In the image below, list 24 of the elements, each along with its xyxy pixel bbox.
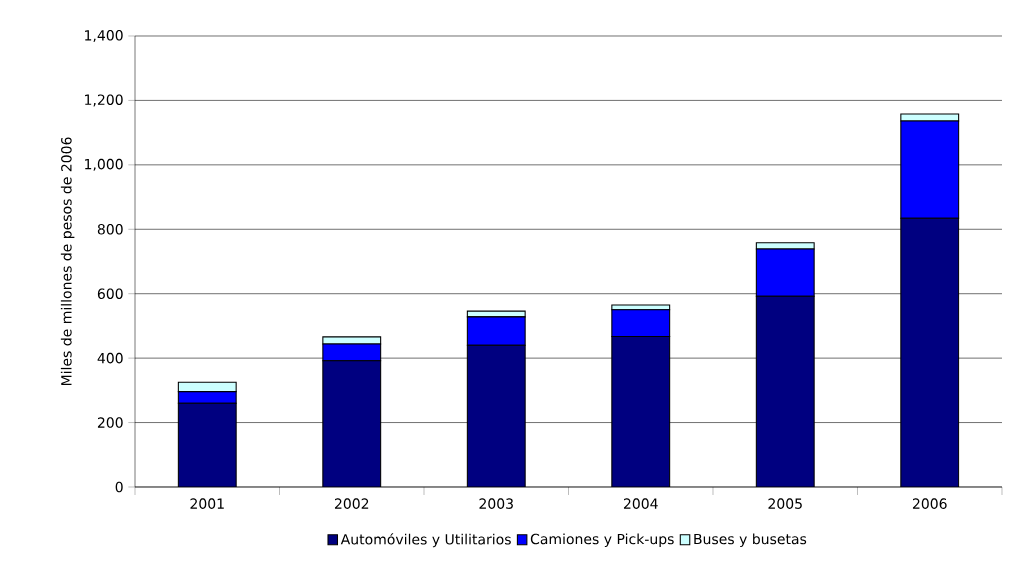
y-tick-label: 400 [97,352,123,364]
x-tick-label: 2005 [768,498,802,509]
bar [322,360,382,487]
y-tick-label: 200 [97,417,123,428]
x-tick-label: 2003 [479,498,513,509]
x-tick-label: 2006 [912,498,947,509]
bar [466,344,526,487]
x-tick-label: 2002 [334,498,369,509]
y-tick-label: 800 [97,223,123,235]
x-tick-label: 2001 [190,498,224,509]
y-axis-title: Miles de millones de pesos de 2006 [60,137,75,386]
y-tick-label: 1,400 [85,29,123,43]
bar [900,217,960,487]
x-tick-label: 2004 [623,498,658,509]
legend-label: Buses y busetas [694,533,807,547]
y-tick-label: 600 [97,288,123,299]
bar [755,295,815,487]
y-tick-label: 1,000 [85,158,123,171]
legend-label: Camiones y Pick-ups [530,533,674,547]
bar [611,336,671,487]
bar [177,402,237,487]
y-tick-label: 1,200 [85,94,123,107]
y-tick-label: 0 [115,481,123,493]
legend-label: Automóviles y Utilitarios [340,533,511,548]
